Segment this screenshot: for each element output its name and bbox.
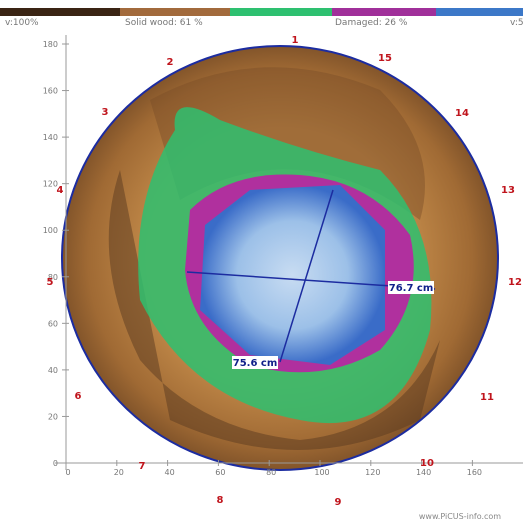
sensor-label: 14	[455, 108, 469, 119]
sensor-label: 15	[378, 53, 392, 64]
legend-label: v:100%	[5, 18, 39, 28]
sensor-label: 9	[335, 497, 342, 508]
legend-color	[230, 8, 332, 16]
sensor-label: 13	[501, 185, 515, 196]
legend-color	[0, 8, 120, 16]
x-tick-label: 160	[467, 468, 482, 477]
x-tick-label: 140	[416, 468, 431, 477]
sensor-label: 2	[167, 57, 174, 68]
y-tick-label: 120	[43, 180, 58, 189]
y-tick-label: 40	[48, 366, 58, 375]
x-tick-label: 0	[65, 468, 70, 477]
sensor-label: 6	[75, 391, 82, 402]
y-tick-label: 20	[48, 412, 58, 421]
sensor-label: 7	[139, 461, 146, 472]
watermark: www.PiCUS-info.com	[419, 512, 501, 521]
measure-line	[279, 189, 334, 363]
legend-label: v:5	[510, 18, 523, 28]
y-tick-label: 80	[48, 273, 58, 282]
sensor-label: 4	[57, 185, 64, 196]
tomogram	[62, 46, 498, 470]
sensor-label: 8	[217, 495, 224, 506]
measure-label: 75.6 cm	[233, 358, 278, 369]
sensor-label: 1	[292, 35, 299, 46]
x-tick-label: 100	[314, 468, 329, 477]
sensor-label: 5	[47, 277, 54, 288]
sensor-label: 11	[480, 392, 494, 403]
y-tick-label: 0	[53, 459, 58, 468]
legend-color	[436, 8, 523, 16]
y-tick-label: 140	[43, 133, 58, 142]
y-tick-label: 160	[43, 87, 58, 96]
x-tick-label: 40	[165, 468, 175, 477]
sensor-label: 10	[420, 458, 434, 469]
trunk-outline	[61, 45, 499, 471]
sensor-label: 3	[102, 107, 109, 118]
legend-color	[332, 8, 436, 16]
y-tick-label: 180	[43, 40, 58, 49]
x-tick-label: 60	[215, 468, 225, 477]
legend-label: Damaged: 26 %	[335, 18, 408, 28]
y-tick-label: 100	[43, 226, 58, 235]
y-tick-label: 60	[48, 319, 58, 328]
x-tick-label: 20	[114, 468, 124, 477]
measure-label-bg	[388, 281, 434, 294]
legend-label: Solid wood: 61 %	[125, 18, 203, 28]
x-tick-label: 80	[266, 468, 276, 477]
measure-label: 76.7 cm	[389, 283, 434, 294]
sensor-label: 12	[508, 277, 522, 288]
measure-label-bg	[232, 356, 278, 369]
x-tick-label: 120	[365, 468, 380, 477]
legend-color	[120, 8, 230, 16]
